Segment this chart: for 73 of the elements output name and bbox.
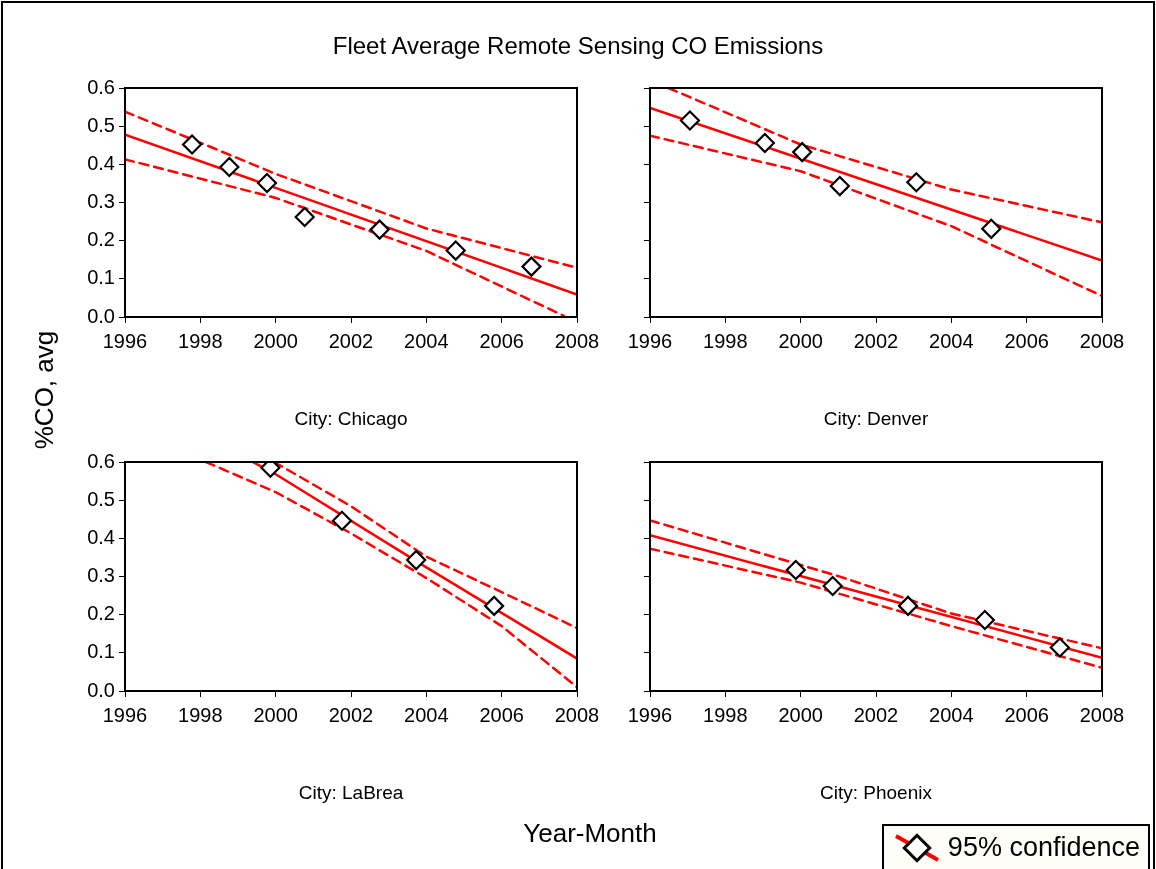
- point: [679, 110, 701, 131]
- y-tick-label: 0.3: [87, 190, 115, 213]
- point: [754, 132, 775, 154]
- line-series: [125, 158, 566, 317]
- point: [974, 609, 995, 631]
- x-tick-label: 2002: [328, 329, 374, 352]
- x-tick-label: 2006: [1004, 703, 1049, 726]
- point: [181, 134, 203, 155]
- x-tick-label: 1998: [703, 329, 748, 352]
- point: [406, 549, 427, 571]
- x-tick-label: 1996: [102, 703, 148, 726]
- y-tick-label: 0.2: [87, 602, 115, 625]
- x-tick-label: 2004: [929, 329, 974, 352]
- y-tick-label: 0.3: [87, 564, 115, 587]
- y-tick-label: 0.6: [87, 75, 115, 98]
- point: [822, 575, 843, 597]
- x-tick-label: 2004: [929, 703, 974, 726]
- point: [369, 219, 390, 240]
- point: [829, 175, 850, 197]
- x-axis-title: City: Phoenix: [820, 781, 933, 803]
- y-tick-label: 0.2: [87, 228, 115, 251]
- x-tick-label: 2000: [778, 329, 823, 352]
- y-tick-label: 0.1: [87, 640, 115, 663]
- x-tick-label: 2004: [404, 703, 449, 726]
- y-tick-label: 0.0: [87, 678, 115, 701]
- x-tick-label: 2000: [253, 329, 298, 352]
- y-tick-label: 0.5: [87, 487, 115, 510]
- point: [785, 559, 806, 581]
- x-tick-label: 1998: [178, 329, 223, 352]
- x-tick-label: 2002: [328, 703, 374, 726]
- x-tick-label: 2008: [554, 329, 600, 352]
- y-axis-title: %CO, avg: [28, 330, 60, 450]
- point: [484, 595, 505, 616]
- x-tick-label: 2002: [853, 703, 899, 726]
- y-tick-label: 0.0: [87, 304, 115, 327]
- x-tick-label: 1996: [627, 703, 673, 726]
- point: [331, 510, 353, 531]
- x-tick-label: 1996: [102, 329, 148, 352]
- point: [906, 172, 927, 193]
- point: [897, 595, 919, 616]
- point: [521, 256, 542, 277]
- x-tick-label: 2008: [1079, 703, 1125, 726]
- point: [256, 172, 278, 194]
- legend-label: 95% confidence: [947, 832, 1140, 863]
- x-tick-label: 2008: [1079, 329, 1125, 352]
- x-tick-label: 2002: [853, 329, 899, 352]
- x-axis-title: City: Chicago: [294, 407, 408, 429]
- x-tick-label: 2004: [404, 329, 449, 352]
- chart-title: Fleet Average Remote Sensing CO Emissions: [331, 32, 825, 60]
- line-series: [204, 462, 577, 689]
- point: [792, 142, 813, 163]
- x-tick-label: 1998: [178, 703, 223, 726]
- point: [219, 156, 240, 178]
- x-tick-label: 2000: [253, 703, 298, 726]
- point: [1049, 637, 1070, 658]
- text: Year-Month: [523, 818, 657, 848]
- y-tick-label: 0.1: [87, 266, 115, 289]
- x-tick-label: 2008: [554, 703, 600, 726]
- point: [981, 218, 1002, 239]
- x-axis-title: City: LaBrea: [298, 781, 404, 803]
- x-tick-label: 2006: [479, 703, 524, 726]
- x-tick-label: 2006: [1004, 329, 1049, 352]
- x-tick-label: 2000: [778, 703, 823, 726]
- y-tick-label: 0.5: [87, 113, 115, 136]
- y-tick-label: 0.4: [87, 525, 115, 548]
- x-tick-label: 2006: [479, 329, 524, 352]
- point: [294, 206, 315, 228]
- y-tick-label: 0.4: [87, 151, 115, 174]
- x-tick-label: 1998: [703, 703, 748, 726]
- x-axis-title: City: Denver: [823, 407, 929, 429]
- x-tick-label: 1996: [627, 329, 673, 352]
- y-tick-label: 0.6: [87, 449, 115, 472]
- point: [445, 240, 466, 261]
